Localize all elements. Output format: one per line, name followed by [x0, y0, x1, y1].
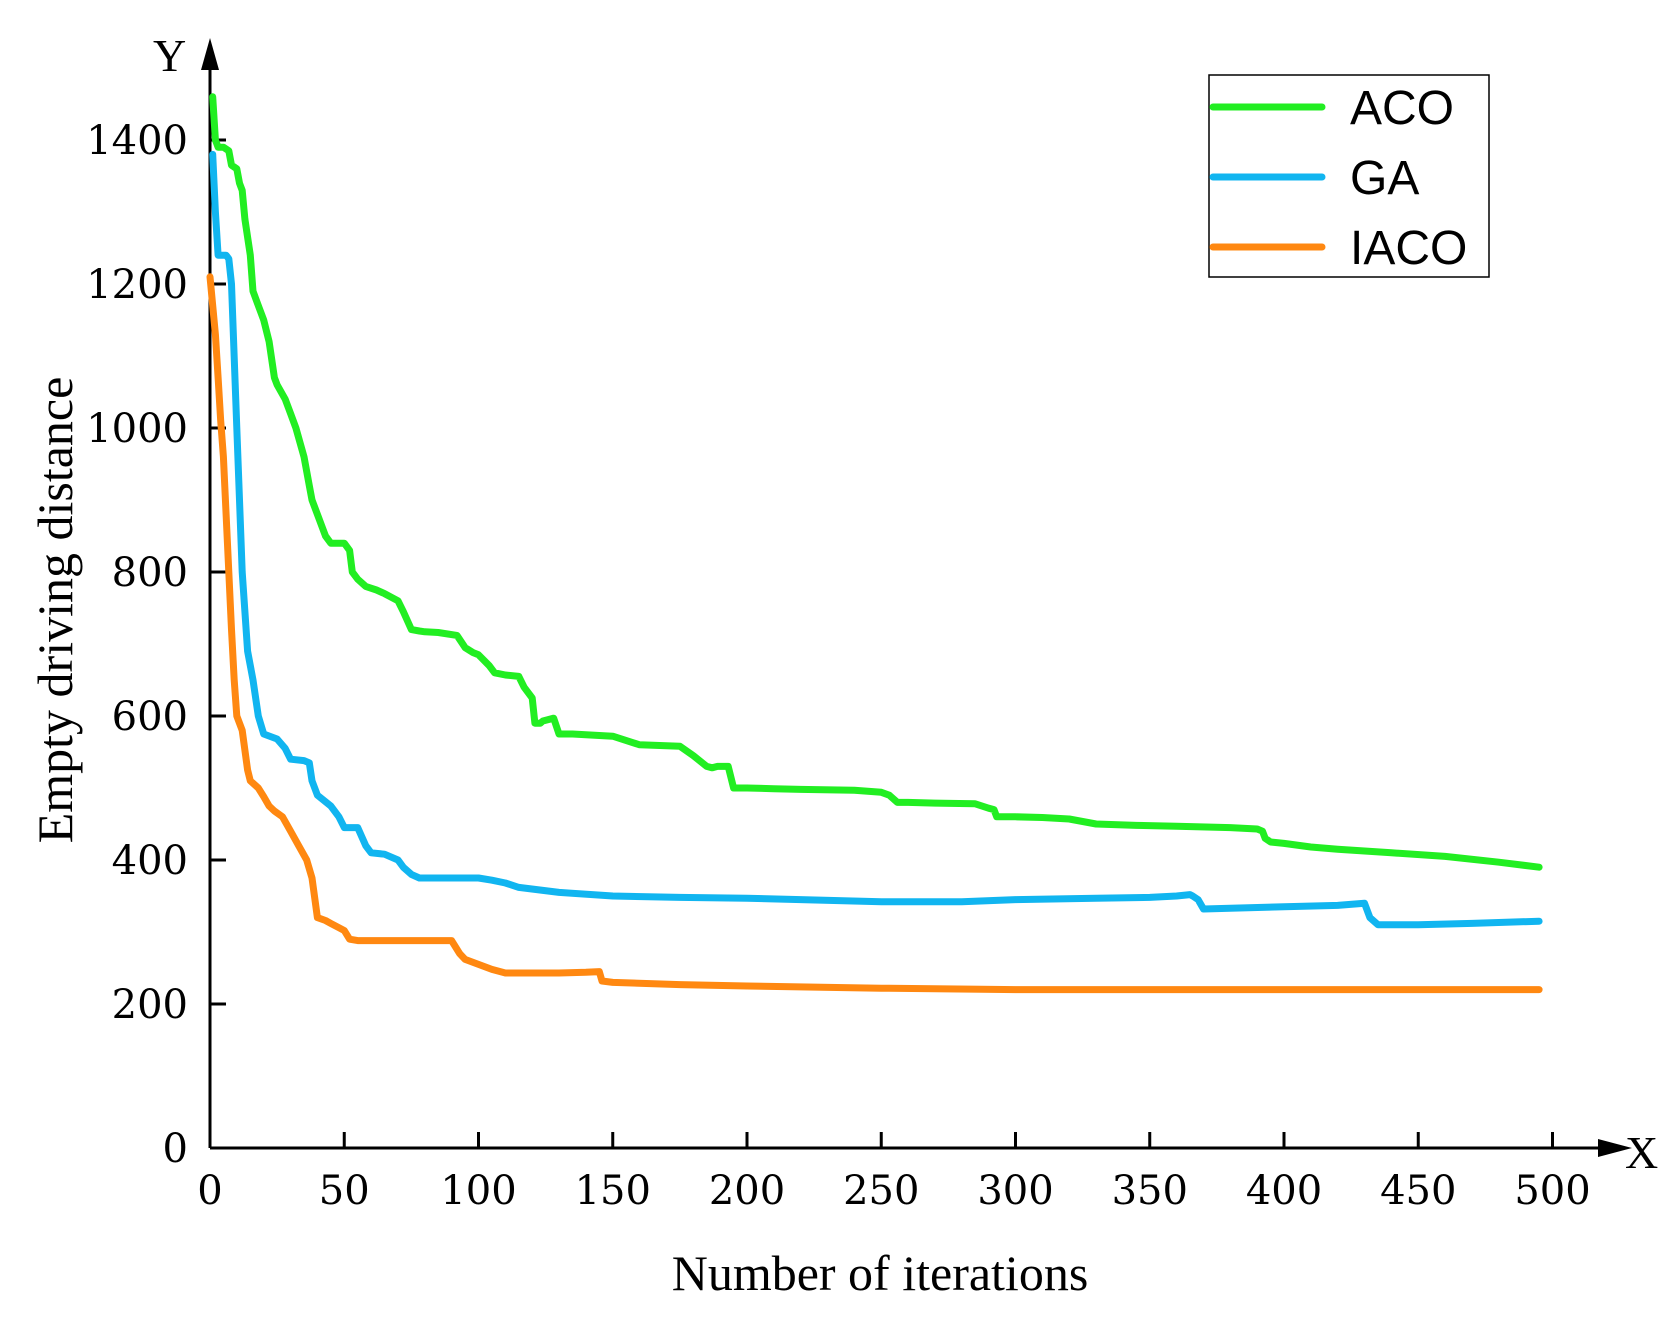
x-tick-label: 400: [1246, 1168, 1322, 1214]
x-axis-arrow: [1598, 1139, 1632, 1157]
y-ticks: 0 200 400 600 800 1000 1200 1400: [86, 118, 226, 1172]
y-tick-label: 1200: [86, 262, 188, 308]
y-tick-label: 400: [112, 838, 188, 884]
x-tick-label: 150: [575, 1168, 651, 1214]
x-tick-label: 100: [440, 1168, 516, 1214]
x-tick-label: 350: [1112, 1168, 1188, 1214]
x-ticks: 0 50 100 150 200 250 300 350 400 450 500: [197, 1132, 1591, 1214]
y-tick-label: 1000: [86, 406, 188, 452]
x-tick-label: 200: [709, 1168, 785, 1214]
x-tick-label: 500: [1514, 1168, 1590, 1214]
y-axis-title: Empty driving distance: [27, 377, 83, 844]
y-tick-label: 600: [112, 694, 188, 740]
legend-label-ga: GA: [1350, 152, 1419, 205]
y-tick-label: 0: [163, 1126, 188, 1172]
series-line-iaco: [206, 273, 1543, 994]
series-layer: [206, 93, 1543, 994]
x-axis-title: Number of iterations: [672, 1245, 1089, 1301]
x-tick-label: 450: [1380, 1168, 1456, 1214]
legend: ACO GA IACO: [1208, 74, 1490, 278]
x-tick-label: 250: [843, 1168, 919, 1214]
y-tick-label: 1400: [86, 118, 188, 164]
series-line-aco: [209, 93, 1543, 871]
legend-label-aco: ACO: [1350, 82, 1454, 135]
y-axis-letter: Y: [153, 30, 186, 81]
x-axis-letter: X: [1625, 1127, 1658, 1178]
series-line-ga: [209, 150, 1543, 929]
y-axis-arrow: [201, 38, 219, 70]
legend-items: ACO GA IACO: [1209, 82, 1467, 275]
x-tick-label: 0: [197, 1168, 222, 1214]
x-tick-label: 300: [977, 1168, 1053, 1214]
x-tick-label: 50: [319, 1168, 370, 1214]
y-tick-label: 200: [112, 982, 188, 1028]
legend-label-iaco: IACO: [1350, 222, 1467, 275]
y-tick-label: 800: [112, 550, 188, 596]
